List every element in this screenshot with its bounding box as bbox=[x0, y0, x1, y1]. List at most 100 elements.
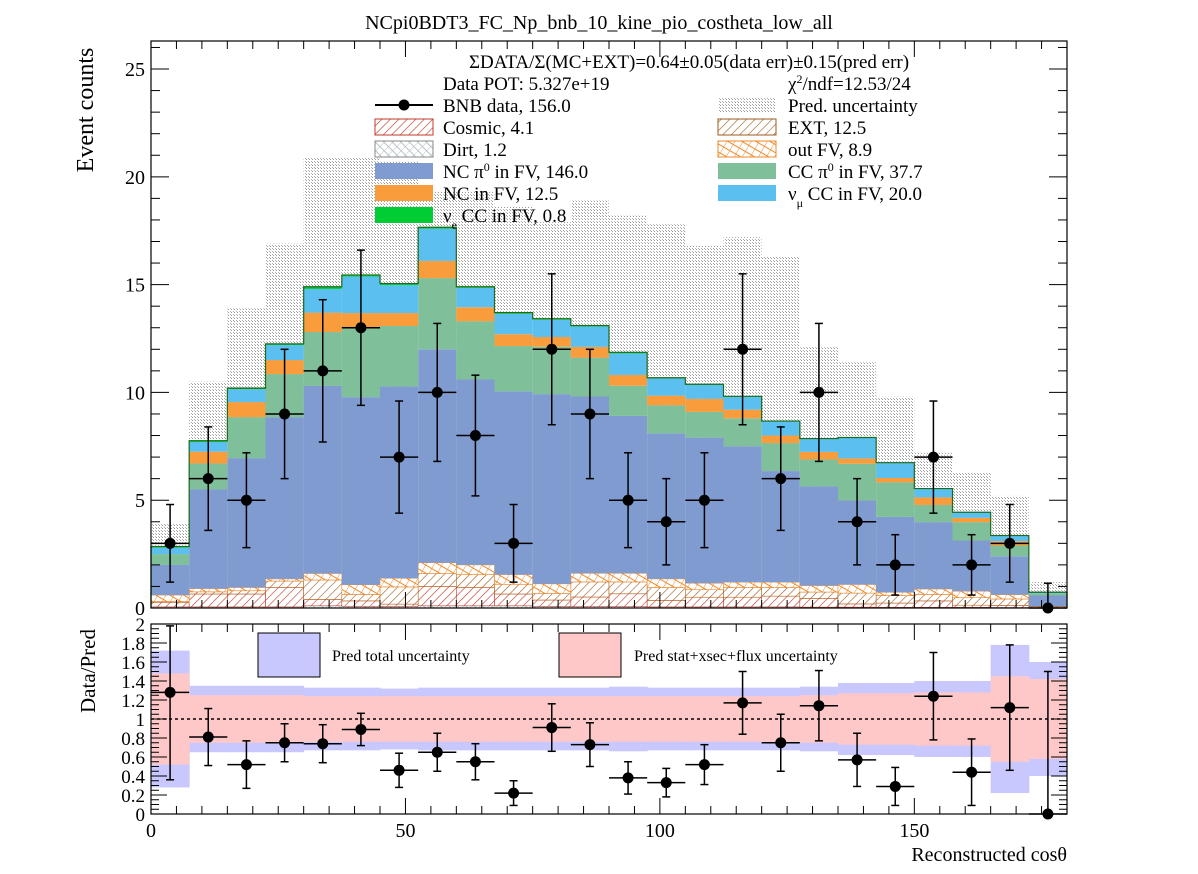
stack-bin bbox=[952, 522, 991, 541]
ratio-y-axis: 00.20.40.60.811.21.41.61.82 bbox=[121, 615, 1067, 826]
stack-bin bbox=[570, 596, 610, 608]
stack-bin bbox=[761, 581, 801, 588]
stack-bin bbox=[990, 605, 1030, 608]
stack-bin bbox=[723, 596, 762, 608]
ratio-point bbox=[813, 700, 825, 712]
stack-bin bbox=[799, 486, 838, 586]
legend-swatch bbox=[717, 140, 777, 158]
stack-bin bbox=[418, 227, 457, 229]
stack-bin bbox=[914, 522, 953, 590]
stack-bin bbox=[990, 594, 1030, 600]
stack-outline-path bbox=[150, 226, 1068, 608]
x-tick-label: 50 bbox=[395, 820, 415, 842]
stack-bin bbox=[532, 599, 572, 607]
ratio-y-tick-label: 0.2 bbox=[121, 786, 145, 807]
ratio-point bbox=[508, 787, 520, 799]
legend-label: Cosmic, 4.1 bbox=[443, 118, 534, 139]
legend-label: Pred. uncertainty bbox=[788, 96, 918, 117]
main-plot-panel: 0 5 10 15 20 25 Event counts bbox=[73, 40, 1068, 620]
stack-bin bbox=[646, 587, 686, 601]
stack-bin bbox=[685, 411, 724, 438]
stack-bin bbox=[227, 417, 266, 459]
ratio-point bbox=[966, 766, 978, 778]
ratio-point bbox=[546, 722, 558, 734]
stack-bin bbox=[952, 517, 991, 523]
chart-title: NCpi0BDT3_FC_Np_bnb_10_kine_pio_costheta… bbox=[365, 12, 833, 34]
stack-bin bbox=[417, 562, 457, 574]
y-tick-label: 5 bbox=[135, 490, 145, 512]
stack-bin bbox=[876, 477, 915, 483]
stack-bin bbox=[646, 578, 686, 588]
stack-bin bbox=[303, 573, 343, 581]
stack-bin bbox=[418, 228, 457, 261]
legend-label: CC π0 in FV, 37.7 bbox=[788, 160, 923, 183]
y-tick-label: 25 bbox=[125, 59, 145, 81]
stack-bin bbox=[418, 260, 457, 279]
ratio-band-bin bbox=[952, 692, 992, 746]
stack-bin bbox=[570, 572, 610, 583]
stack-bin bbox=[799, 598, 839, 608]
ratio-point bbox=[851, 754, 863, 766]
stack-bin bbox=[761, 587, 801, 597]
data-point bbox=[813, 386, 825, 398]
data-point bbox=[851, 516, 863, 528]
stack-bin bbox=[685, 398, 724, 412]
stack-bin bbox=[609, 385, 648, 416]
ratio-y-tick-label: 0 bbox=[136, 805, 146, 826]
stack-bin bbox=[303, 579, 343, 600]
legend-swatch bbox=[375, 163, 433, 179]
x-axis-label: Reconstructed cosθ bbox=[911, 844, 1067, 866]
stack-bin bbox=[914, 588, 953, 595]
y-tick-label: 20 bbox=[125, 167, 145, 189]
ratio-annotation: ΣDATA/Σ(MC+EXT)=0.64±0.05(data err)±0.15… bbox=[469, 52, 909, 73]
data-point bbox=[584, 408, 596, 420]
data-point bbox=[698, 494, 710, 506]
ratio-y-tick-label: 0.8 bbox=[121, 729, 145, 750]
stack-bin bbox=[417, 586, 457, 607]
data-point bbox=[431, 386, 443, 398]
stack-bin bbox=[188, 588, 228, 593]
data-point bbox=[775, 473, 787, 485]
legend-swatch bbox=[374, 140, 434, 158]
stack-bin bbox=[494, 593, 533, 607]
stack-bin bbox=[609, 353, 648, 375]
stack-bin bbox=[532, 593, 572, 601]
y-tick-label: 10 bbox=[125, 382, 145, 404]
stack-bin bbox=[341, 584, 381, 595]
ratio-point bbox=[355, 723, 367, 735]
ratio-y-tick-label: 1.8 bbox=[121, 634, 145, 655]
data-point bbox=[737, 343, 749, 355]
ratio-point bbox=[698, 759, 710, 771]
ratio-point bbox=[889, 780, 901, 792]
data-point bbox=[546, 343, 558, 355]
stack-bin bbox=[532, 583, 572, 594]
stack-bin bbox=[417, 573, 457, 587]
x-tick-label: 150 bbox=[899, 820, 929, 842]
ratio-point bbox=[584, 739, 596, 751]
stack-bin bbox=[685, 596, 724, 608]
ratio-point bbox=[622, 772, 634, 784]
ratio-legend-swatch bbox=[257, 632, 321, 678]
ratio-point bbox=[202, 731, 214, 743]
stack-bin bbox=[799, 585, 839, 593]
pot-annotation: Data POT: 5.327e+19 bbox=[443, 74, 610, 95]
stack-bin bbox=[227, 389, 266, 403]
stack-bin bbox=[609, 374, 648, 386]
y-tick-label: 0 bbox=[135, 598, 145, 620]
stack-bin bbox=[570, 326, 609, 347]
stack-bin bbox=[227, 587, 266, 592]
legend-swatch bbox=[717, 118, 777, 136]
stack-bin bbox=[875, 602, 915, 608]
legend-label: out FV, 8.9 bbox=[788, 140, 872, 161]
stack-bin bbox=[380, 283, 419, 286]
stack-bin bbox=[494, 313, 533, 335]
stack-bin bbox=[265, 587, 304, 608]
stack-bin bbox=[456, 564, 495, 575]
ratio-point bbox=[469, 756, 481, 768]
ratio-point bbox=[1004, 702, 1016, 714]
ratio-y-tick-label: 2 bbox=[136, 615, 146, 636]
ratio-point bbox=[317, 738, 329, 750]
ratio-legend-label: Pred stat+xsec+flux uncertainty bbox=[634, 648, 838, 665]
stack-bin bbox=[227, 593, 266, 608]
stack-bin bbox=[379, 586, 419, 605]
